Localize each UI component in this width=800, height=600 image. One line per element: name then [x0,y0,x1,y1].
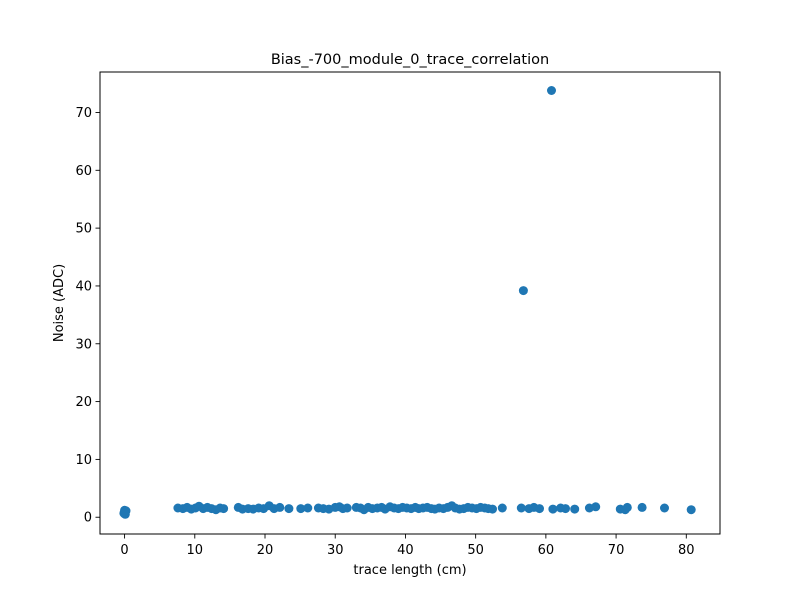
x-tick-label: 70 [608,543,625,558]
y-tick-label: 30 [75,337,92,352]
data-point [660,503,669,513]
x-axis-label: trace length (cm) [353,563,466,578]
data-point [535,504,544,514]
data-point [637,502,647,512]
x-tick-label: 80 [678,543,695,558]
data-point [497,503,507,513]
x-tick-label: 10 [187,543,204,558]
y-tick-label: 60 [75,164,92,179]
data-point [591,502,601,512]
x-tick-label: 60 [538,543,555,558]
plot-points [119,86,696,519]
chart-title: Bias_-700_module_0_trace_correlation [271,52,549,68]
data-point [488,504,497,514]
y-tick-label: 70 [75,106,92,121]
data-point [303,503,313,513]
y-axis-ticks: 0 10 20 30 40 50 60 70 [75,106,100,526]
data-point [518,286,528,296]
x-tick-label: 40 [397,543,414,558]
data-point [622,502,632,512]
plot-area-frame [99,71,721,535]
x-tick-label: 20 [257,543,274,558]
data-point [296,504,306,514]
y-tick-label: 40 [75,279,92,294]
y-axis-label: Noise (ADC) [52,264,67,342]
data-point [516,503,526,513]
data-point [547,86,556,95]
x-axis-ticks: 0 10 20 30 40 50 60 70 80 [120,534,695,558]
y-tick-label: 50 [75,222,92,237]
x-tick-label: 30 [327,543,344,558]
y-tick-label: 20 [75,395,92,410]
x-tick-label: 0 [120,543,128,558]
data-point [570,504,580,514]
data-point [219,504,229,514]
data-point [275,502,285,512]
y-tick-label: 0 [84,511,92,526]
data-point [548,504,558,514]
y-tick-label: 10 [75,453,92,468]
data-point [119,508,129,518]
data-point [686,505,696,515]
data-point [561,504,570,514]
data-point [284,504,294,514]
data-point [342,503,352,513]
x-tick-label: 50 [467,543,484,558]
